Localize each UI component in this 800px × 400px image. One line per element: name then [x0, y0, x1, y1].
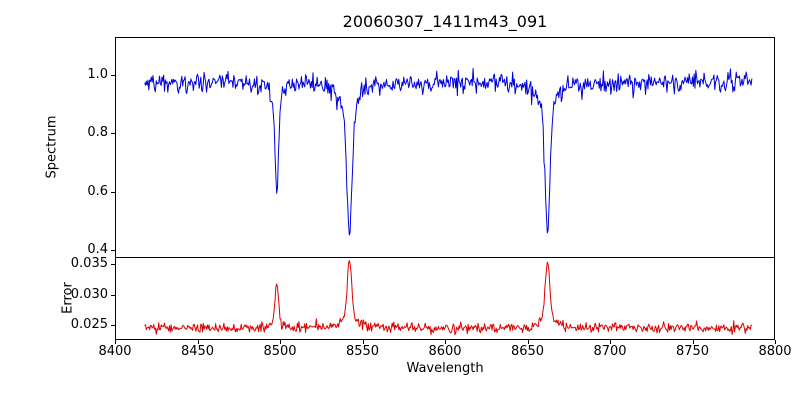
- xtick-label: 8450: [180, 344, 215, 359]
- ytick-label: 0.025: [70, 316, 108, 332]
- xtick-label: 8600: [428, 344, 462, 359]
- ytick-label: 0.030: [70, 286, 108, 302]
- ytick-label: 1.0: [87, 66, 108, 82]
- xtick-label: 8700: [593, 344, 627, 359]
- ytick-label: 0.8: [87, 125, 108, 141]
- xtick-label: 8400: [98, 344, 132, 359]
- xtick-label: 8800: [758, 344, 792, 359]
- ytick-label: 0.4: [87, 241, 108, 257]
- x-axis-label: Wavelength: [406, 361, 484, 376]
- xtick-label: 8750: [675, 344, 710, 359]
- ytick-label: 0.035: [70, 256, 108, 272]
- plot-title: 20060307_1411m43_091: [342, 12, 548, 31]
- xtick-label: 8650: [510, 344, 545, 359]
- ytick-label: 0.6: [87, 183, 108, 199]
- xtick-label: 8550: [345, 344, 380, 359]
- xtick-label: 8500: [263, 344, 297, 359]
